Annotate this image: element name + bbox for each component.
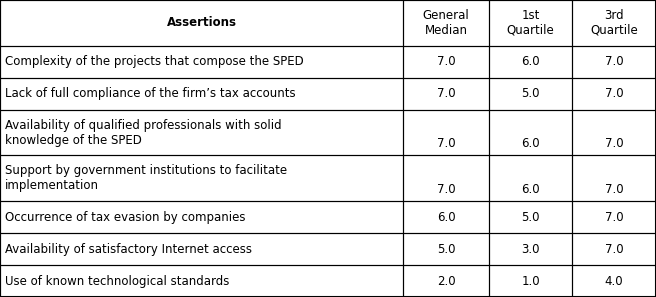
Bar: [0, 155, 403, 201]
Text: 3rd
Quartile: 3rd Quartile: [590, 9, 638, 37]
Text: 7.0: 7.0: [605, 55, 623, 68]
Bar: [572, 0, 656, 46]
Bar: [572, 201, 656, 233]
Bar: [403, 0, 489, 46]
Bar: [0, 233, 403, 265]
Text: 5.0: 5.0: [437, 243, 455, 256]
Bar: [489, 46, 572, 78]
Bar: [572, 110, 656, 155]
Bar: [572, 78, 656, 110]
Text: 5.0: 5.0: [522, 87, 540, 100]
Bar: [0, 46, 403, 78]
Text: 7.0: 7.0: [437, 138, 455, 151]
Bar: [489, 78, 572, 110]
Bar: [489, 110, 572, 155]
Text: 7.0: 7.0: [605, 243, 623, 256]
Text: 7.0: 7.0: [437, 87, 455, 100]
Bar: [572, 46, 656, 78]
Text: 6.0: 6.0: [522, 183, 540, 196]
Text: Use of known technological standards: Use of known technological standards: [5, 274, 230, 287]
Text: Availability of qualified professionals with solid
knowledge of the SPED: Availability of qualified professionals …: [5, 119, 282, 146]
Bar: [0, 78, 403, 110]
Text: Assertions: Assertions: [167, 16, 237, 29]
Bar: [403, 265, 489, 297]
Bar: [403, 46, 489, 78]
Text: 6.0: 6.0: [437, 211, 455, 224]
Bar: [403, 78, 489, 110]
Bar: [489, 265, 572, 297]
Bar: [403, 110, 489, 155]
Text: 2.0: 2.0: [437, 274, 455, 287]
Text: 5.0: 5.0: [522, 211, 540, 224]
Bar: [0, 265, 403, 297]
Bar: [489, 0, 572, 46]
Bar: [0, 110, 403, 155]
Text: 6.0: 6.0: [522, 138, 540, 151]
Bar: [403, 233, 489, 265]
Text: 7.0: 7.0: [605, 87, 623, 100]
Text: Occurrence of tax evasion by companies: Occurrence of tax evasion by companies: [5, 211, 246, 224]
Bar: [0, 0, 403, 46]
Text: Support by government institutions to facilitate
implementation: Support by government institutions to fa…: [5, 164, 287, 192]
Text: 7.0: 7.0: [605, 211, 623, 224]
Bar: [489, 155, 572, 201]
Text: 3.0: 3.0: [522, 243, 540, 256]
Text: 7.0: 7.0: [605, 183, 623, 196]
Text: 7.0: 7.0: [437, 183, 455, 196]
Text: 1.0: 1.0: [522, 274, 540, 287]
Text: 7.0: 7.0: [605, 138, 623, 151]
Text: 6.0: 6.0: [522, 55, 540, 68]
Text: Lack of full compliance of the firm’s tax accounts: Lack of full compliance of the firm’s ta…: [5, 87, 296, 100]
Bar: [489, 233, 572, 265]
Bar: [403, 155, 489, 201]
Bar: [572, 155, 656, 201]
Text: 7.0: 7.0: [437, 55, 455, 68]
Text: General
Median: General Median: [422, 9, 470, 37]
Bar: [403, 201, 489, 233]
Bar: [572, 265, 656, 297]
Text: 4.0: 4.0: [605, 274, 623, 287]
Text: Availability of satisfactory Internet access: Availability of satisfactory Internet ac…: [5, 243, 253, 256]
Text: 1st
Quartile: 1st Quartile: [506, 9, 554, 37]
Bar: [572, 233, 656, 265]
Text: Complexity of the projects that compose the SPED: Complexity of the projects that compose …: [5, 55, 304, 68]
Bar: [489, 201, 572, 233]
Bar: [0, 201, 403, 233]
